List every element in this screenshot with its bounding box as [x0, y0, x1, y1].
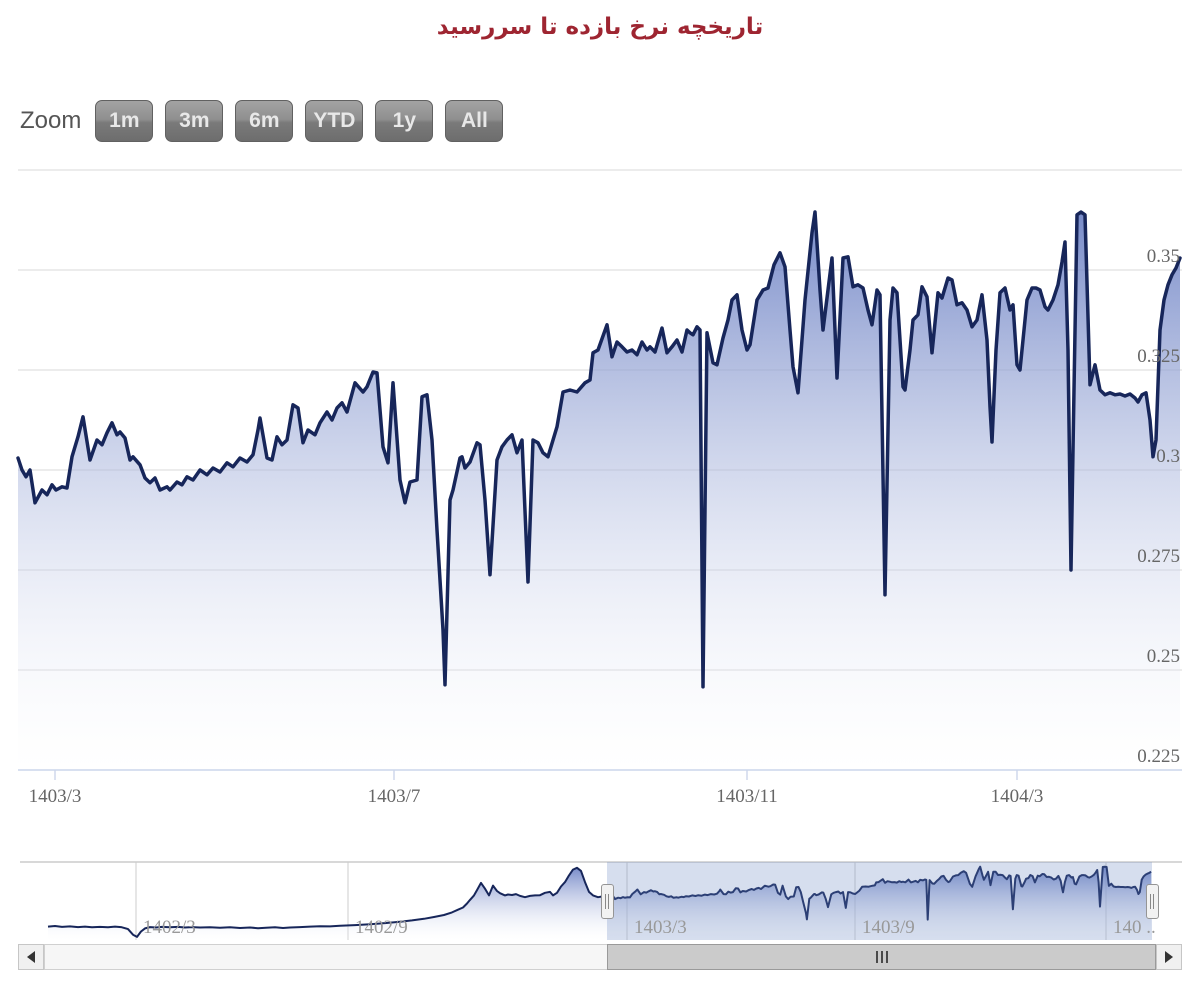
zoom-button-all[interactable]: All — [445, 100, 504, 142]
main-series-line — [16, 210, 1182, 689]
navigator-handle-right[interactable] — [1145, 884, 1159, 919]
navigator-mask — [607, 862, 1152, 940]
grip-bar-icon — [885, 951, 888, 963]
zoom-button-1m[interactable]: 1m — [95, 100, 154, 142]
scrollbar-left-arrow-button[interactable] — [18, 944, 44, 970]
grip-bar-icon — [875, 951, 878, 963]
navigator-series-line — [47, 865, 1152, 938]
right-arrow-icon — [1165, 951, 1173, 963]
navigator-handle-left[interactable] — [600, 884, 614, 919]
scrollbar-thumb[interactable] — [607, 944, 1156, 970]
zoom-button-6m[interactable]: 6m — [235, 100, 294, 142]
left-arrow-icon — [27, 951, 35, 963]
zoom-button-3m[interactable]: 3m — [165, 100, 224, 142]
zoom-button-1y[interactable]: 1y — [375, 100, 434, 142]
chart-title: تاریخچه نرخ بازده تا سررسید — [436, 14, 764, 40]
zoom-button-ytd[interactable]: YTD — [305, 100, 364, 142]
scrollbar — [0, 944, 1200, 970]
zoom-controls: Zoom 1m 3m 6m YTD 1y All — [20, 100, 515, 142]
grip-bar-icon — [880, 951, 883, 963]
scrollbar-right-arrow-button[interactable] — [1156, 944, 1182, 970]
zoom-label: Zoom — [20, 107, 82, 134]
